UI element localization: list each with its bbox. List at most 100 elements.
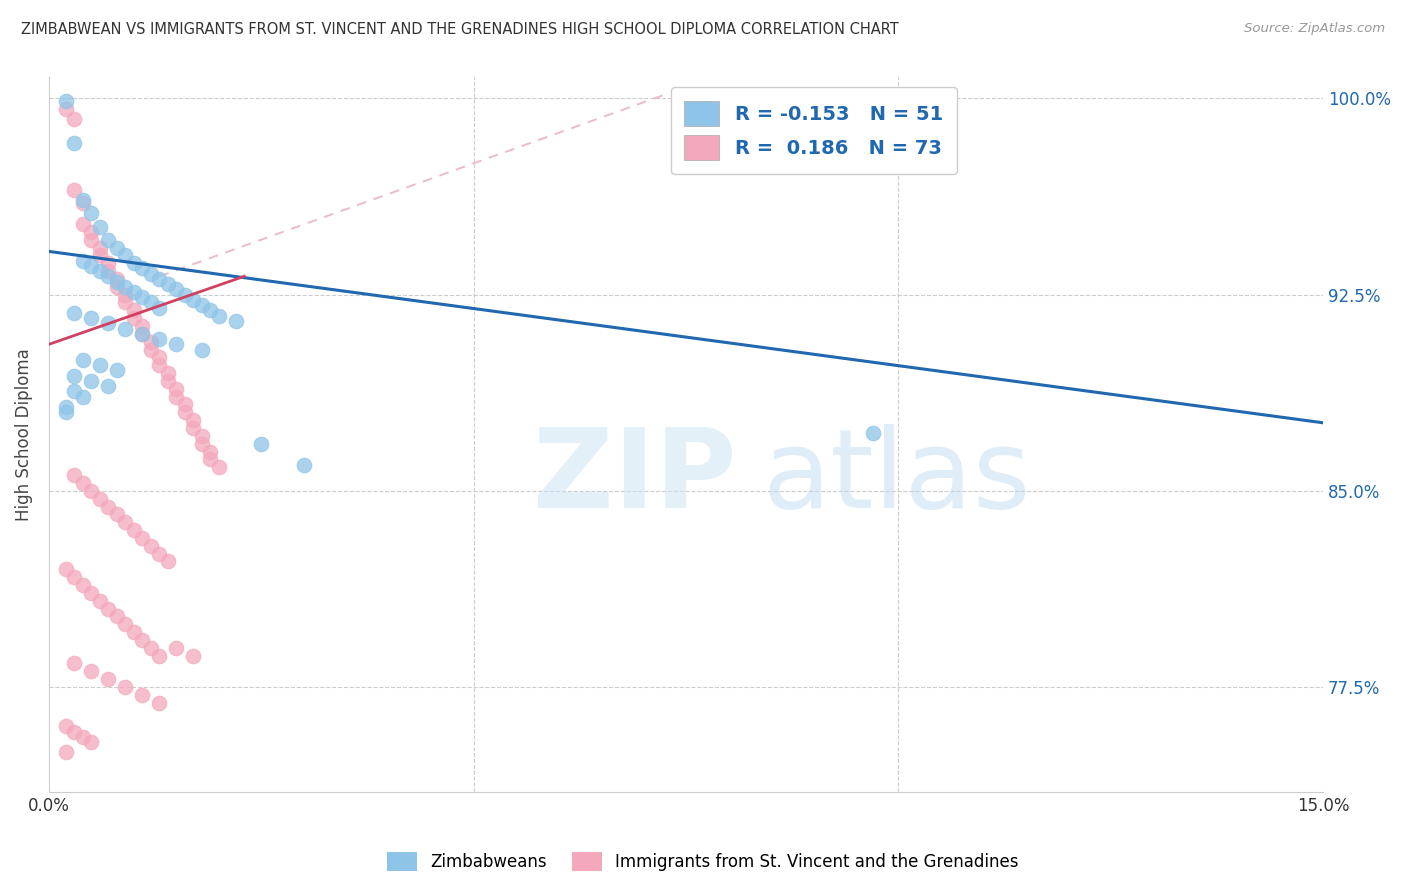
Point [89,240,111,254]
Point [165,337,187,351]
Point [191,343,214,357]
Point [139,343,162,357]
Point [114,279,136,293]
Point [122,256,145,270]
Point [165,640,187,655]
Point [148,648,170,663]
Point [122,311,145,326]
Point [105,363,128,377]
Point [173,405,195,419]
Point [72,730,94,744]
Point [63,112,86,127]
Point [80,206,103,220]
Point [55,102,77,116]
Point [63,183,86,197]
Point [131,261,153,276]
Point [80,665,103,679]
Point [63,136,86,150]
Point [131,326,153,341]
Point [225,314,247,328]
Point [89,491,111,506]
Point [148,332,170,346]
Point [72,194,94,208]
Point [208,460,231,475]
Point [97,672,120,686]
Y-axis label: High School Diploma: High School Diploma [15,348,32,521]
Point [72,196,94,211]
Point [55,746,77,760]
Legend: R = -0.153   N = 51, R =  0.186   N = 73: R = -0.153 N = 51, R = 0.186 N = 73 [671,87,956,174]
Point [72,475,94,490]
Point [114,680,136,694]
Point [105,275,128,289]
Point [80,259,103,273]
Point [148,272,170,286]
Point [72,253,94,268]
Point [97,256,120,270]
Point [131,318,153,333]
Point [191,429,214,443]
Point [165,282,187,296]
Point [89,248,111,262]
Text: ZIMBABWEAN VS IMMIGRANTS FROM ST. VINCENT AND THE GRENADINES HIGH SCHOOL DIPLOMA: ZIMBABWEAN VS IMMIGRANTS FROM ST. VINCEN… [21,22,898,37]
Point [131,326,153,341]
Point [72,390,94,404]
Point [191,298,214,312]
Point [114,295,136,310]
Point [183,413,205,427]
Point [63,724,86,739]
Point [89,219,111,234]
Point [156,277,179,292]
Point [97,601,120,615]
Point [80,483,103,498]
Text: Source: ZipAtlas.com: Source: ZipAtlas.com [1244,22,1385,36]
Point [148,301,170,315]
Point [114,617,136,632]
Point [862,426,884,441]
Legend: Zimbabweans, Immigrants from St. Vincent and the Grenadines: Zimbabweans, Immigrants from St. Vincent… [378,843,1028,880]
Point [55,94,77,108]
Point [105,609,128,624]
Point [114,287,136,301]
Point [250,436,273,450]
Point [97,233,120,247]
Point [97,500,120,514]
Point [148,547,170,561]
Point [156,374,179,388]
Point [191,436,214,450]
Point [200,303,222,318]
Point [63,306,86,320]
Point [63,570,86,584]
Point [156,554,179,568]
Point [139,539,162,553]
Point [122,523,145,537]
Point [89,264,111,278]
Point [80,374,103,388]
Point [72,217,94,231]
Point [183,421,205,435]
Point [89,593,111,607]
Point [208,309,231,323]
Point [105,279,128,293]
Point [114,248,136,262]
Point [183,293,205,307]
Point [131,531,153,545]
Point [80,735,103,749]
Point [139,640,162,655]
Point [97,264,120,278]
Point [114,321,136,335]
Point [122,303,145,318]
Point [97,379,120,393]
Point [63,384,86,399]
Point [200,452,222,467]
Point [173,287,195,301]
Point [173,397,195,411]
Point [200,444,222,458]
Point [183,648,205,663]
Point [131,688,153,702]
Point [165,382,187,396]
Point [165,390,187,404]
Point [80,311,103,326]
Point [55,719,77,733]
Point [292,458,315,472]
